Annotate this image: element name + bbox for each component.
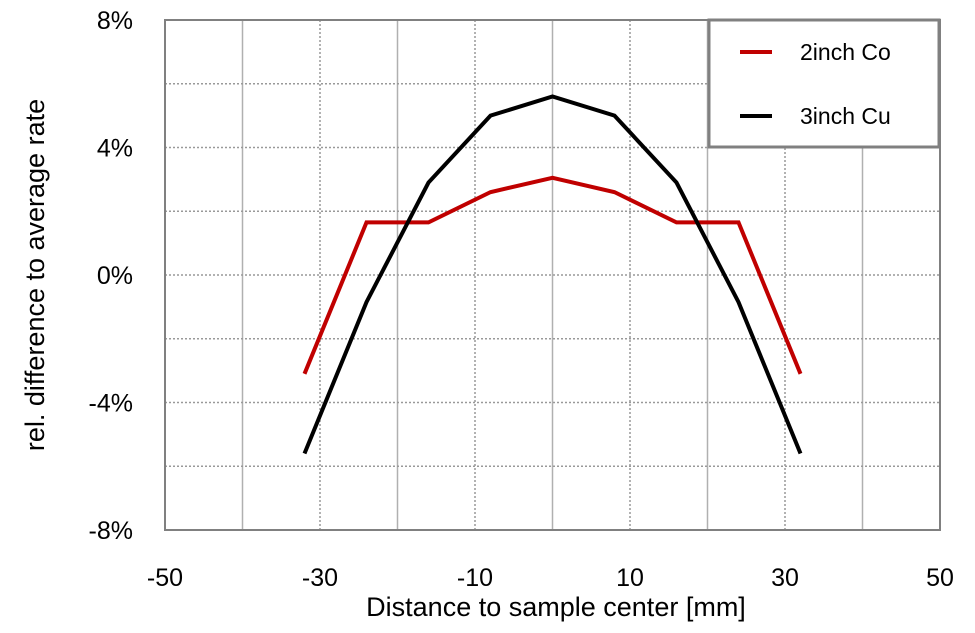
series-lines [302, 94, 803, 455]
y-tick-label: -8% [89, 517, 133, 545]
x-tick-label: -30 [302, 564, 338, 592]
x-tick-label: 10 [616, 564, 644, 592]
x-tick-label: 50 [926, 564, 954, 592]
legend-label-2inch-co: 2inch Co [800, 39, 891, 65]
series-line-3inch-cu [302, 94, 803, 455]
y-tick-label: 8% [97, 7, 133, 35]
legend-label-3inch-cu: 3inch Cu [800, 103, 891, 129]
y-tick-label: 4% [97, 135, 133, 163]
x-axis-label: Distance to sample center [mm] [366, 592, 746, 622]
y-tick-label: 0% [97, 262, 133, 290]
x-tick-label: -10 [457, 564, 493, 592]
tick-labels: -50 -30 -10 10 30 50 -8% -4% 0% 4% 8% [89, 7, 954, 592]
legend-box [707, 18, 941, 149]
plot-frame [164, 19, 941, 531]
y-axis-label: rel. difference to average rate [20, 99, 50, 451]
series-line-2inch-co [302, 175, 803, 375]
x-tick-label: 30 [771, 564, 799, 592]
x-tick-label: -50 [147, 564, 183, 592]
legend: 2inch Co 3inch Cu [707, 18, 941, 149]
y-tick-label: -4% [89, 390, 133, 418]
